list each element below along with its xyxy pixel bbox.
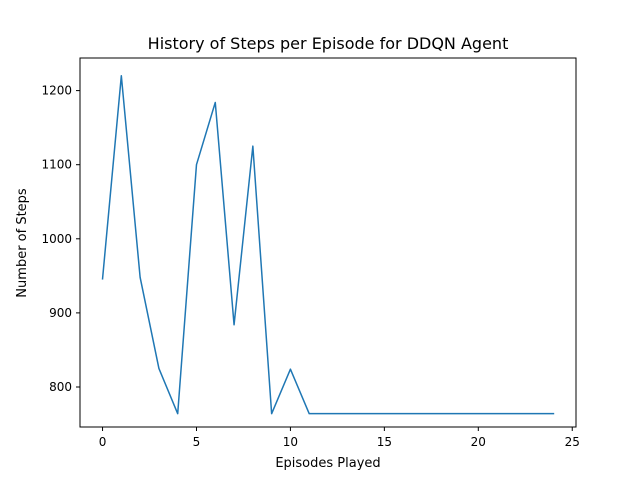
x-tick-label: 10	[283, 435, 298, 449]
chart-title: History of Steps per Episode for DDQN Ag…	[148, 34, 509, 53]
series-line	[101, 75, 555, 415]
series-layer	[101, 75, 555, 415]
y-axis-label: Number of Steps	[15, 188, 30, 298]
x-axis-label: Episodes Played	[275, 456, 380, 471]
y-tick-label: 1200	[41, 84, 72, 98]
y-tick-label: 1000	[41, 232, 72, 246]
y-tick-label: 900	[49, 306, 72, 320]
x-tick-label: 20	[471, 435, 486, 449]
x-tick-label: 15	[377, 435, 392, 449]
x-tick-label: 25	[565, 435, 580, 449]
plot-area-frame	[79, 57, 577, 428]
y-tick-label: 1100	[41, 158, 72, 172]
x-tick-label: 5	[193, 435, 201, 449]
x-tick-label: 0	[99, 435, 107, 449]
ticks-layer: 0 5 10 15 20 25 800 900 1000 1100 1200	[41, 84, 579, 449]
y-tick-label: 800	[49, 380, 72, 394]
